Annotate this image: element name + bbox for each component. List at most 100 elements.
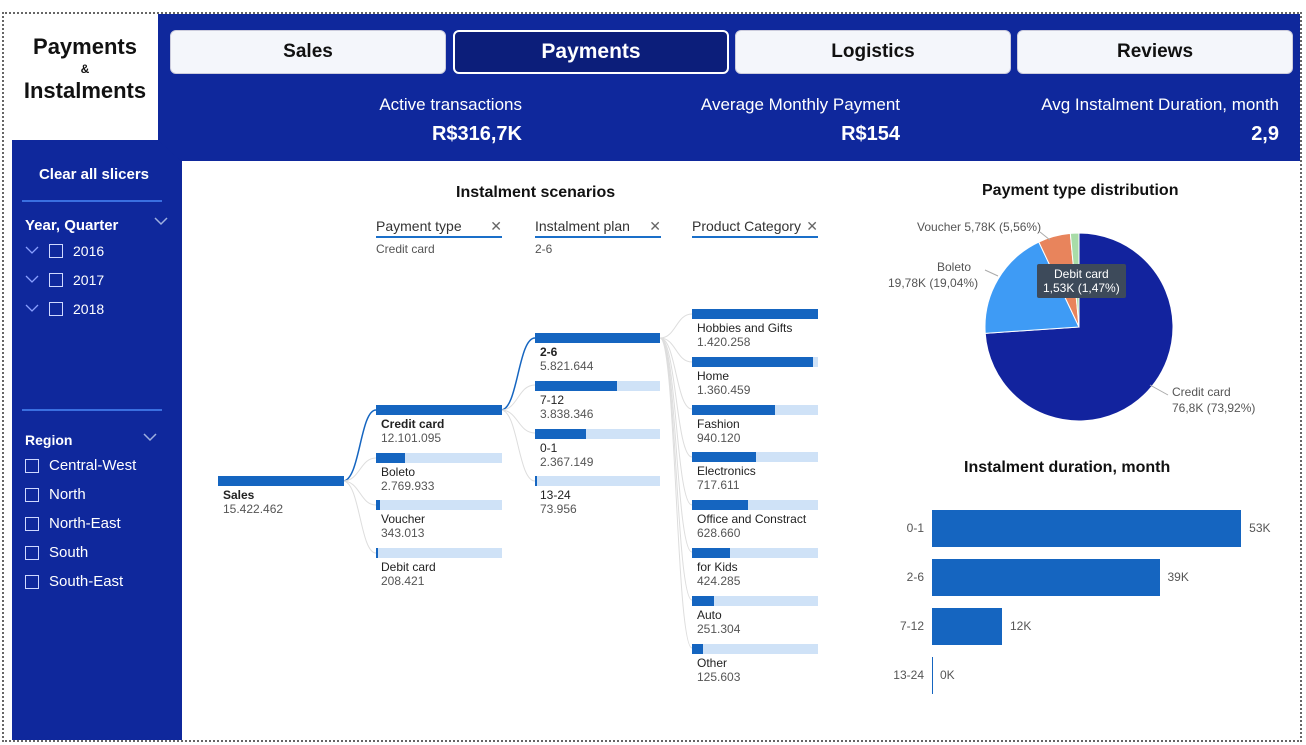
node-bar-fill <box>376 405 502 415</box>
checkbox[interactable] <box>49 302 63 316</box>
checkbox[interactable] <box>25 458 39 473</box>
pie-title: Payment type distribution <box>982 182 1179 199</box>
node-value: 73.956 <box>540 502 577 516</box>
level-header-product-category[interactable]: Product Category ✕ <box>692 218 818 238</box>
node-bar-fill <box>535 476 537 486</box>
kpi-value: R$154 <box>841 123 900 145</box>
level-header-instalment-plan[interactable]: Instalment plan ✕ <box>535 218 661 238</box>
node-name: 7-12 <box>540 393 565 407</box>
year-2016-item[interactable]: 2016 <box>25 243 104 259</box>
node-value: 125.603 <box>697 669 741 684</box>
kpi-average-monthly-payment: Average Monthly Payment R$154 <box>680 95 900 146</box>
checkbox[interactable] <box>25 545 39 560</box>
node-name: Electronics <box>697 464 756 479</box>
decomposition-title: Instalment scenarios <box>456 184 616 201</box>
node-value: 717.611 <box>697 478 740 493</box>
nav-reviews-button[interactable]: Reviews <box>1017 30 1293 74</box>
pie-label-voucher: Voucher 5,78K (5,56%) <box>917 220 1042 234</box>
node-bar-track <box>376 548 502 558</box>
node-bar-fill <box>692 404 776 415</box>
level-header-label: Payment type <box>376 218 462 234</box>
node-bar-fill <box>692 548 730 558</box>
clear-all-slicers-button[interactable]: Clear all slicers <box>38 166 150 183</box>
expand-chevron-icon[interactable] <box>25 304 41 314</box>
kpi-value: R$316,7K <box>431 123 522 145</box>
bar-7-12[interactable] <box>932 608 1002 645</box>
region-central-west-item[interactable]: Central-West <box>25 457 136 474</box>
checkbox[interactable] <box>25 516 39 531</box>
bar-2-6[interactable] <box>932 559 1160 596</box>
bar-category-label: 7-12 <box>899 619 924 633</box>
year-2018-item[interactable]: 2018 <box>25 301 104 317</box>
kpi-label: Active transactions <box>379 95 522 114</box>
pie-label-credit-value: 76,8K (73,92%) <box>1172 401 1256 415</box>
sidebar-panel <box>12 140 182 740</box>
node-value: 1.420.258 <box>697 335 751 349</box>
checkbox[interactable] <box>25 487 39 502</box>
bar-zero-axis <box>932 657 933 694</box>
expand-chevron-icon[interactable] <box>25 246 41 256</box>
close-icon[interactable]: ✕ <box>490 218 502 234</box>
chevron-down-icon[interactable] <box>154 216 168 226</box>
node-bar-fill <box>692 595 715 606</box>
node-name: Credit card <box>381 417 445 431</box>
nav-logistics-button[interactable]: Logistics <box>735 30 1011 74</box>
node-value: 2.367.149 <box>540 455 594 469</box>
node-bar-track <box>535 476 660 486</box>
node-bar-fill <box>535 333 660 343</box>
region-label: North-East <box>49 515 121 532</box>
node-value: 3.838.346 <box>540 407 594 421</box>
checkbox[interactable] <box>25 574 39 589</box>
bar-0-1[interactable] <box>932 510 1242 547</box>
tooltip-name: Debit card <box>1054 267 1109 281</box>
pie-label-boleto-value: 19,78K (19,04%) <box>888 276 979 290</box>
region-label: South-East <box>49 573 124 590</box>
close-icon[interactable]: ✕ <box>649 218 661 234</box>
region-south-item[interactable]: South <box>25 544 88 561</box>
pie-label-credit-name: Credit card <box>1172 385 1231 399</box>
node-value: 1.360.459 <box>697 382 751 397</box>
chevron-down-icon[interactable] <box>143 432 157 442</box>
node-bar-fill <box>376 500 380 510</box>
node-bar-track <box>692 500 818 511</box>
region-north-east-item[interactable]: North-East <box>25 515 121 532</box>
node-value: 628.660 <box>697 526 741 541</box>
bar-category-label: 2-6 <box>906 570 924 584</box>
pie-label-boleto-name: Boleto <box>937 260 972 274</box>
node-bar-fill <box>218 476 344 486</box>
node-value: 12.101.095 <box>381 431 442 445</box>
kpi-avg-instalment-duration: Avg Instalment Duration, month 2,9 <box>1020 95 1279 146</box>
level-header-label: Product Category <box>692 218 801 234</box>
bar-category-label: 13-24 <box>893 668 924 682</box>
node-bar-fill <box>376 548 379 558</box>
region-south-east-item[interactable]: South-East <box>25 573 123 590</box>
pie-slice-boleto[interactable] <box>984 241 1080 334</box>
divider <box>22 409 162 411</box>
checkbox[interactable] <box>49 244 63 258</box>
year-2017-item[interactable]: 2017 <box>25 272 104 288</box>
level-header-payment-type[interactable]: Payment type ✕ <box>376 218 502 238</box>
nav-sales-button[interactable]: Sales <box>170 30 446 74</box>
tooltip-value: 1,53K (1,47%) <box>1043 281 1120 295</box>
pie-leader-line <box>1039 231 1051 241</box>
node-bar-fill <box>376 453 405 463</box>
pie-leader-line <box>1149 384 1169 396</box>
region-north-item[interactable]: North <box>25 486 86 503</box>
divider <box>22 200 162 202</box>
checkbox[interactable] <box>49 273 63 287</box>
bar-value-label: 0K <box>940 668 955 682</box>
pie-tooltip: Debit card 1,53K (1,47%) <box>1037 264 1126 298</box>
bar-value-label: 12K <box>1010 619 1032 633</box>
bar-category-label: 0-1 <box>906 521 924 535</box>
node-name: Home <box>697 368 730 383</box>
node-bar-track <box>376 500 502 510</box>
report-logo: Payments & Instalments <box>12 14 158 140</box>
nav-payments-button[interactable]: Payments <box>453 30 729 74</box>
node-value: 2.769.933 <box>381 479 435 493</box>
expand-chevron-icon[interactable] <box>25 275 41 285</box>
node-name: Other <box>697 655 728 670</box>
year-label: 2018 <box>73 301 105 317</box>
close-icon[interactable]: ✕ <box>806 218 818 234</box>
